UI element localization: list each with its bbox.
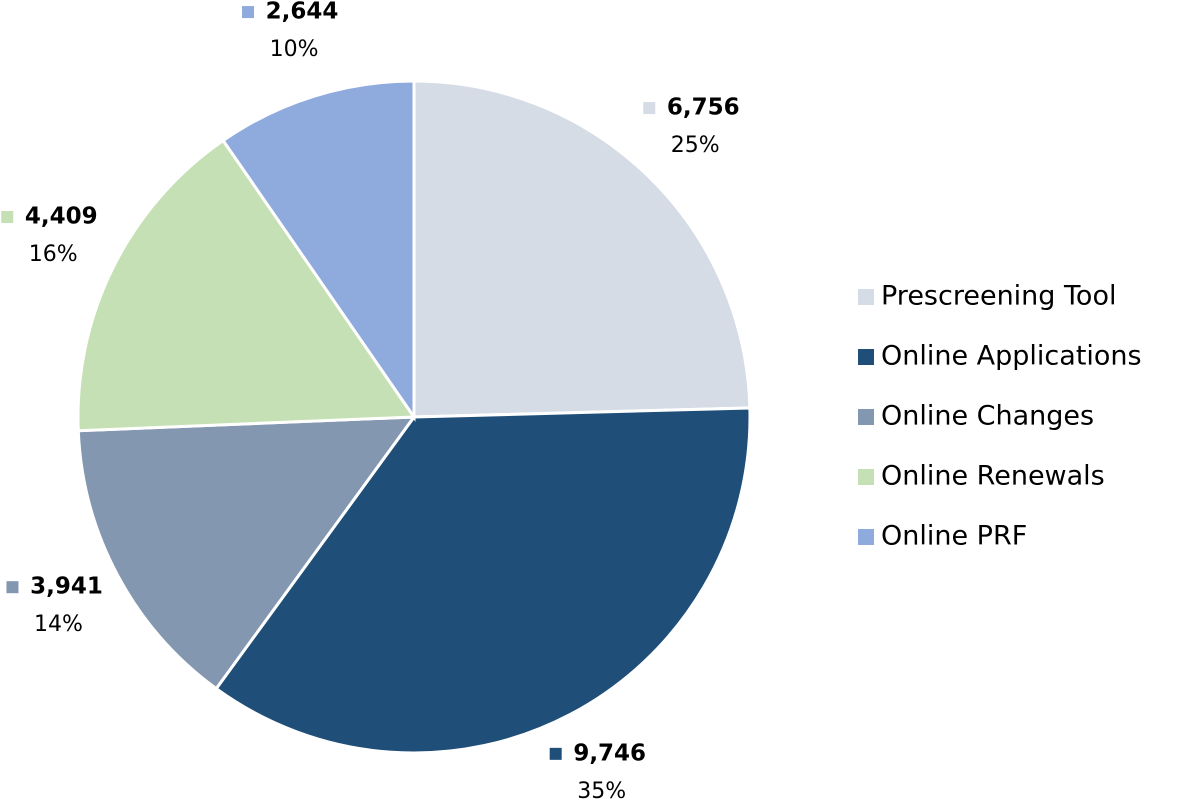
legend-swatch xyxy=(858,289,874,305)
pie-slice xyxy=(214,406,752,755)
pie-slice xyxy=(412,79,752,419)
value-label: 2,644 xyxy=(266,0,339,25)
legend-swatch xyxy=(858,469,874,485)
pie-slice xyxy=(221,79,416,422)
legend-label: Prescreening Tool xyxy=(881,281,1116,312)
percent-label: 10% xyxy=(270,37,319,62)
legend-swatch xyxy=(858,529,874,545)
label-marker xyxy=(242,6,255,19)
value-label: 6,756 xyxy=(667,95,740,121)
label-marker xyxy=(1,210,14,223)
legend-label: Online Changes xyxy=(881,401,1094,432)
percent-label: 25% xyxy=(671,133,720,158)
value-label: 3,941 xyxy=(30,574,103,600)
value-label: 4,409 xyxy=(25,203,98,229)
label-marker xyxy=(6,581,19,594)
pie-slice xyxy=(76,138,417,433)
value-label: 9,746 xyxy=(573,740,646,766)
percent-label: 14% xyxy=(34,612,83,637)
legend-swatch xyxy=(858,409,874,425)
legend-label: Online Renewals xyxy=(881,461,1105,492)
pie-slice xyxy=(76,415,418,691)
legend-label: Online Applications xyxy=(881,341,1142,372)
label-marker xyxy=(549,747,562,760)
legend-label: Online PRF xyxy=(881,521,1027,552)
percent-label: 35% xyxy=(577,779,626,803)
label-marker xyxy=(643,102,656,115)
legend-swatch xyxy=(858,349,874,365)
percent-label: 16% xyxy=(29,242,78,267)
